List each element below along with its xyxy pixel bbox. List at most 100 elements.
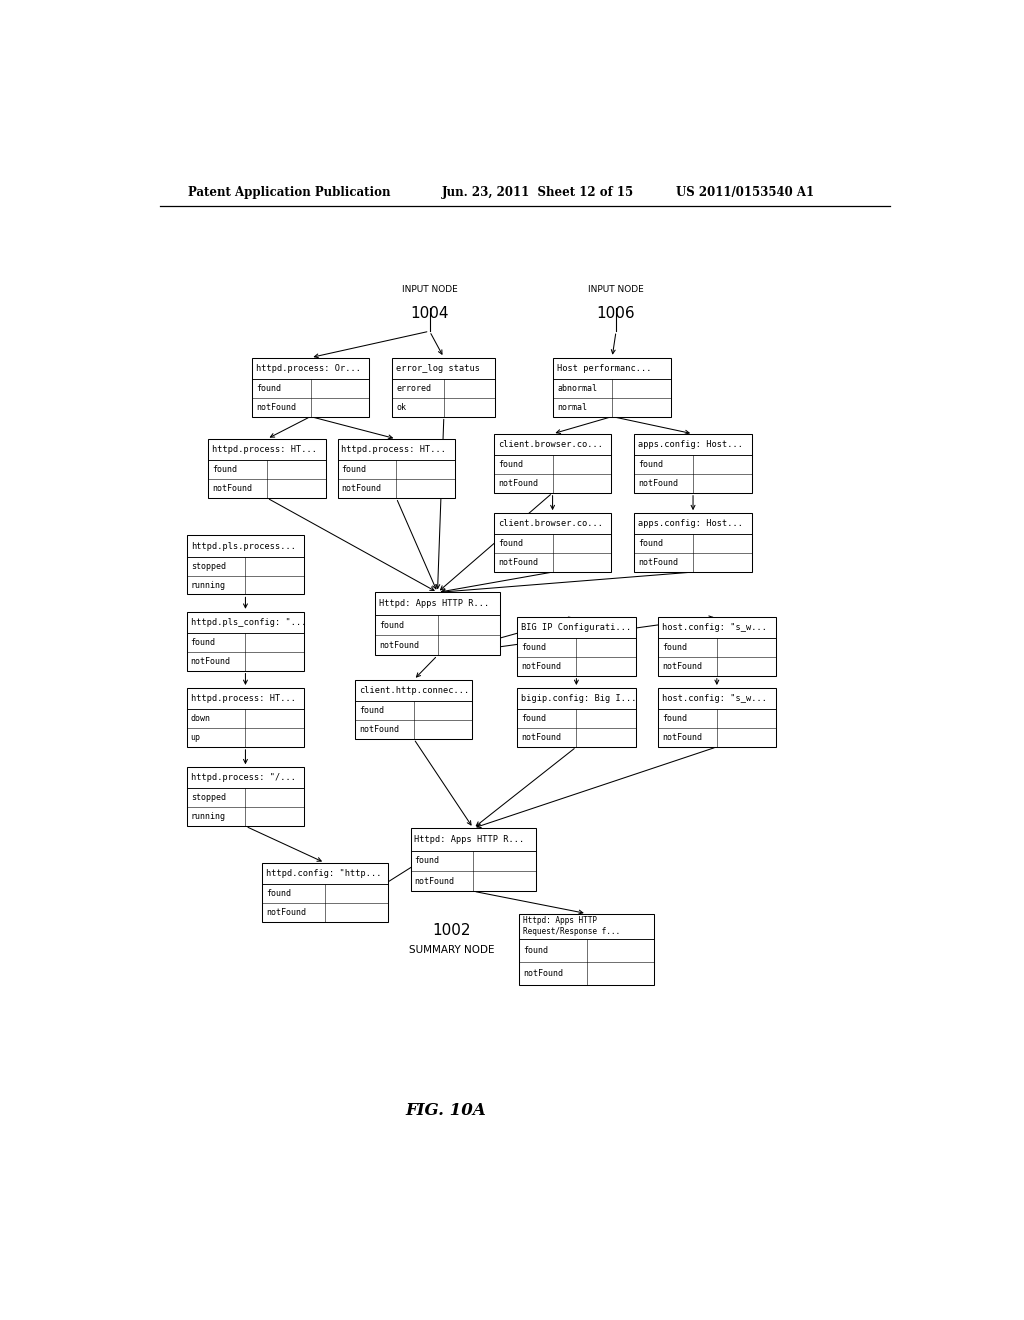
Text: found: found: [521, 643, 546, 652]
Bar: [411, 828, 536, 891]
Text: Host performanc...: Host performanc...: [557, 364, 652, 372]
Bar: [392, 358, 496, 417]
Bar: [494, 513, 611, 572]
Text: notFound: notFound: [521, 661, 561, 671]
Text: notFound: notFound: [359, 725, 399, 734]
Bar: [517, 688, 636, 747]
Text: notFound: notFound: [663, 661, 702, 671]
Bar: [553, 358, 671, 417]
Bar: [375, 593, 500, 656]
Bar: [355, 680, 472, 739]
Text: Httpd: Apps HTTP R...: Httpd: Apps HTTP R...: [415, 836, 524, 843]
Text: normal: normal: [557, 403, 588, 412]
Text: Request/Response f...: Request/Response f...: [523, 927, 621, 936]
Text: found: found: [379, 620, 403, 630]
Bar: [186, 767, 304, 826]
Text: found: found: [341, 465, 367, 474]
Text: stopped: stopped: [190, 793, 225, 803]
Text: httpd.process: HT...: httpd.process: HT...: [190, 694, 296, 704]
Bar: [517, 616, 636, 676]
Text: running: running: [190, 581, 225, 590]
Bar: [494, 513, 611, 572]
Text: notFound: notFound: [663, 733, 702, 742]
Text: found: found: [638, 540, 664, 548]
Bar: [634, 434, 752, 492]
Text: FIG. 10A: FIG. 10A: [406, 1102, 485, 1119]
Text: Httpd: Apps HTTP R...: Httpd: Apps HTTP R...: [379, 599, 489, 609]
Text: 1006: 1006: [597, 306, 635, 321]
Text: apps.config: Host...: apps.config: Host...: [638, 519, 743, 528]
Text: client.http.connec...: client.http.connec...: [359, 686, 469, 694]
Bar: [494, 434, 611, 492]
Bar: [658, 616, 775, 676]
Bar: [186, 611, 304, 671]
Text: httpd.pls.process...: httpd.pls.process...: [190, 541, 296, 550]
Text: notFound: notFound: [341, 484, 382, 492]
Text: found: found: [663, 714, 687, 723]
Bar: [519, 913, 654, 985]
Text: notFound: notFound: [379, 640, 419, 649]
Text: found: found: [498, 540, 523, 548]
Text: notFound: notFound: [266, 908, 306, 917]
Text: running: running: [190, 812, 225, 821]
Text: found: found: [415, 857, 439, 866]
Text: httpd.process: "/...: httpd.process: "/...: [190, 774, 296, 783]
Bar: [411, 828, 536, 891]
Text: httpd.process: HT...: httpd.process: HT...: [341, 445, 446, 454]
Text: notFound: notFound: [190, 657, 230, 665]
Text: found: found: [498, 459, 523, 469]
Text: notFound: notFound: [256, 403, 296, 412]
Text: host.config: "s_w...: host.config: "s_w...: [663, 623, 767, 632]
Bar: [186, 688, 304, 747]
Text: Jun. 23, 2011  Sheet 12 of 15: Jun. 23, 2011 Sheet 12 of 15: [441, 186, 634, 199]
Bar: [392, 358, 496, 417]
Bar: [517, 688, 636, 747]
Text: apps.config: Host...: apps.config: Host...: [638, 440, 743, 449]
Text: notFound: notFound: [523, 969, 563, 978]
Bar: [252, 358, 370, 417]
Text: found: found: [266, 888, 291, 898]
Text: found: found: [190, 638, 216, 647]
Text: 1002: 1002: [432, 923, 471, 937]
Text: httpd.config: "http...: httpd.config: "http...: [266, 869, 382, 878]
Bar: [634, 434, 752, 492]
Bar: [262, 863, 387, 921]
Text: found: found: [212, 465, 238, 474]
Text: Httpd: Apps HTTP: Httpd: Apps HTTP: [523, 916, 597, 925]
Text: BIG IP Configurati...: BIG IP Configurati...: [521, 623, 631, 632]
Bar: [252, 358, 370, 417]
Bar: [517, 616, 636, 676]
Bar: [553, 358, 671, 417]
Text: found: found: [521, 714, 546, 723]
Bar: [355, 680, 472, 739]
Text: found: found: [256, 384, 281, 393]
Bar: [338, 440, 455, 498]
Text: INPUT NODE: INPUT NODE: [401, 285, 458, 293]
Text: httpd.process: Or...: httpd.process: Or...: [256, 364, 360, 372]
Text: notFound: notFound: [415, 876, 455, 886]
Text: stopped: stopped: [190, 561, 225, 570]
Bar: [634, 513, 752, 572]
Text: found: found: [359, 706, 384, 715]
Text: found: found: [523, 946, 548, 956]
Bar: [634, 513, 752, 572]
Text: up: up: [190, 733, 201, 742]
Text: ok: ok: [396, 403, 407, 412]
Text: errored: errored: [396, 384, 431, 393]
Text: notFound: notFound: [638, 479, 678, 488]
Bar: [186, 611, 304, 671]
Text: httpd.pls_config: "...: httpd.pls_config: "...: [190, 618, 306, 627]
Text: notFound: notFound: [521, 733, 561, 742]
Text: US 2011/0153540 A1: US 2011/0153540 A1: [676, 186, 814, 199]
Text: bigip.config: Big I...: bigip.config: Big I...: [521, 694, 636, 704]
Bar: [208, 440, 326, 498]
Text: client.browser.co...: client.browser.co...: [498, 519, 603, 528]
Text: httpd.process: HT...: httpd.process: HT...: [212, 445, 317, 454]
Bar: [208, 440, 326, 498]
Bar: [375, 593, 500, 656]
Text: host.config: "s_w...: host.config: "s_w...: [663, 694, 767, 704]
Bar: [519, 913, 654, 985]
Text: notFound: notFound: [212, 484, 252, 492]
Bar: [494, 434, 611, 492]
Bar: [186, 767, 304, 826]
